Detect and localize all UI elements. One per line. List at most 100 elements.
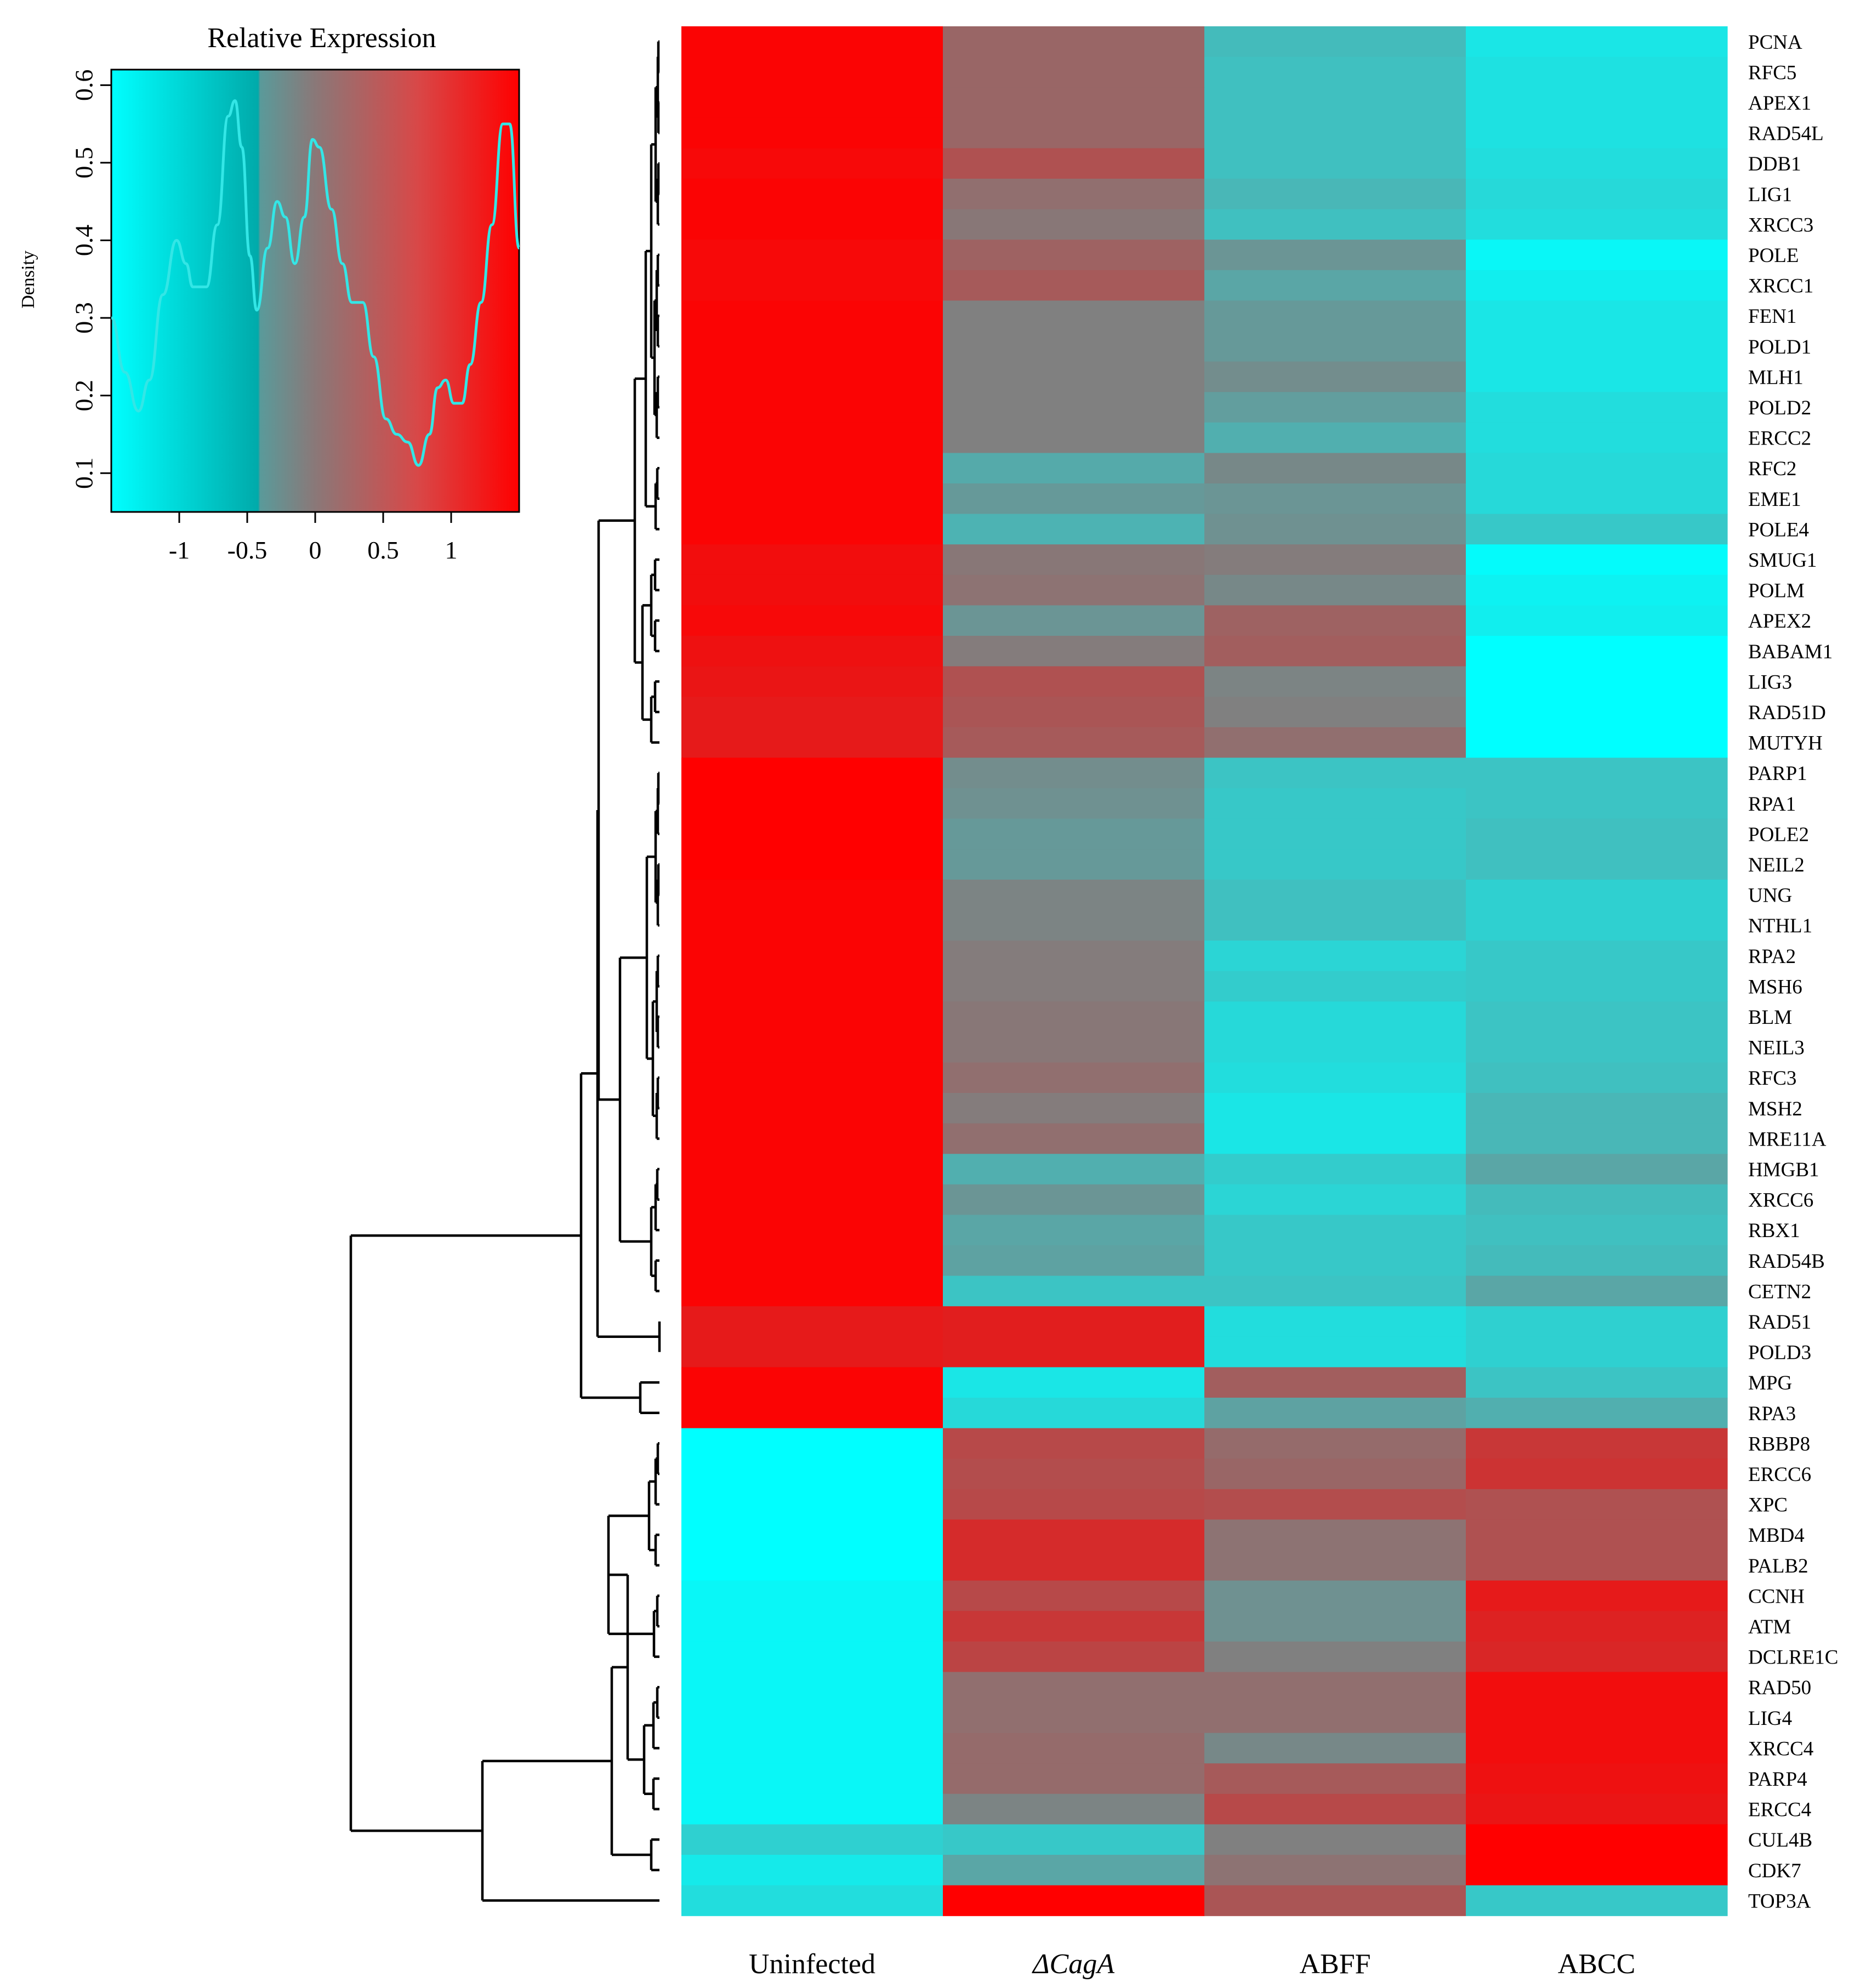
- row-label-xrcc6: XRCC6: [1748, 1189, 1813, 1212]
- row-label-pold3: POLD3: [1748, 1342, 1811, 1364]
- heatmap-cell-apex2-3: [1466, 605, 1728, 636]
- row-label-hmgb1: HMGB1: [1748, 1159, 1819, 1181]
- heatmap-cell-blm-3: [1466, 1001, 1728, 1033]
- row-label-lig3: LIG3: [1748, 671, 1792, 693]
- heatmap-cell-cetn2-3: [1466, 1275, 1728, 1307]
- heatmap-cell-ung-0: [681, 879, 943, 910]
- heatmap-cell-apex2-1: [943, 605, 1205, 636]
- heatmap-cell-ddb1-1: [943, 148, 1205, 179]
- row-label-ercc4: ERCC4: [1748, 1799, 1811, 1821]
- heatmap-cell-pold1-3: [1466, 331, 1728, 362]
- heatmap-cell-ung-3: [1466, 879, 1728, 910]
- heatmap-cell-palb2-2: [1204, 1550, 1466, 1581]
- heatmap-cell-xrcc4-1: [943, 1733, 1205, 1764]
- heatmap-cell-eme1-0: [681, 483, 943, 515]
- heatmap-cell-rbx1-0: [681, 1215, 943, 1246]
- heatmap-cell-xrcc1-1: [943, 270, 1205, 301]
- heatmap-cell-neil3-0: [681, 1032, 943, 1063]
- row-label-rbbp8: RBBP8: [1748, 1433, 1810, 1455]
- heatmap-cell-blm-1: [943, 1001, 1205, 1033]
- heatmap-cell-pold2-2: [1204, 392, 1466, 423]
- heatmap-cell-mre11a-0: [681, 1123, 943, 1154]
- heatmap-cell-xrcc4-2: [1204, 1733, 1466, 1764]
- row-label-pole4: POLE4: [1748, 519, 1809, 541]
- row-labels: PCNA RFC5 APEX1 RAD54L DDB1 LIG1 XRCC3 POLE XRCC…: [1748, 31, 1838, 1913]
- heatmap-cell-rfc2-2: [1204, 453, 1466, 484]
- row-label-atm: ATM: [1748, 1616, 1791, 1638]
- heatmap-cell-lig1-2: [1204, 179, 1466, 210]
- heatmap-cell-atm-3: [1466, 1611, 1728, 1642]
- row-label-fen1: FEN1: [1748, 305, 1796, 328]
- heatmap-cell-mpg-3: [1466, 1367, 1728, 1398]
- heatmap-cell-rfc3-1: [943, 1062, 1205, 1093]
- heatmap-cell-mutyh-3: [1466, 727, 1728, 758]
- heatmap-cells: [681, 26, 1728, 1916]
- heatmap-cell-ercc4-3: [1466, 1793, 1728, 1825]
- heatmap-cell-msh6-1: [943, 971, 1205, 1002]
- heatmap-cell-rfc5-3: [1466, 56, 1728, 88]
- heatmap-cell-mlh1-3: [1466, 361, 1728, 392]
- heatmap-cell-neil2-1: [943, 849, 1205, 880]
- heatmap-cell-pole4-2: [1204, 514, 1466, 545]
- heatmap-cell-mlh1-1: [943, 361, 1205, 392]
- heatmap-cell-rbx1-2: [1204, 1215, 1466, 1246]
- heatmap-cell-xrcc3-2: [1204, 209, 1466, 240]
- row-label-xrcc1: XRCC1: [1748, 275, 1813, 298]
- color-key-x-tick-label-4: 1: [445, 536, 458, 564]
- heatmap-cell-ccnh-1: [943, 1580, 1205, 1611]
- heatmap-cell-xrcc1-3: [1466, 270, 1728, 301]
- row-label-top3a: TOP3A: [1748, 1890, 1811, 1912]
- heatmap-cell-pole-3: [1466, 240, 1728, 271]
- heatmap-cell-hmgb1-0: [681, 1154, 943, 1185]
- heatmap-cell-mbd4-1: [943, 1519, 1205, 1551]
- row-label-pold1: POLD1: [1748, 336, 1811, 358]
- heatmap-cell-eme1-2: [1204, 483, 1466, 515]
- row-label-msh6: MSH6: [1748, 976, 1802, 998]
- heatmap-cell-xrcc4-0: [681, 1733, 943, 1764]
- heatmap-cell-ercc6-2: [1204, 1459, 1466, 1490]
- heatmap-cell-rad54l-0: [681, 117, 943, 149]
- heatmap-cell-mbd4-2: [1204, 1519, 1466, 1551]
- heatmap-cell-msh2-3: [1466, 1093, 1728, 1124]
- heatmap-cell-rad51d-1: [943, 697, 1205, 728]
- heatmap-cell-neil3-2: [1204, 1032, 1466, 1063]
- color-key-y-tick-label-3: 0.4: [70, 225, 98, 257]
- row-label-mbd4: MBD4: [1748, 1524, 1805, 1547]
- heatmap-cell-neil2-0: [681, 849, 943, 880]
- row-label-mre11a: MRE11A: [1748, 1128, 1827, 1150]
- heatmap-cell-cdk7-1: [943, 1855, 1205, 1886]
- row-label-rpa1: RPA1: [1748, 793, 1796, 816]
- heatmap-cell-rad51d-2: [1204, 697, 1466, 728]
- heatmap-cell-rpa2-3: [1466, 941, 1728, 972]
- heatmap-cell-cul4b-0: [681, 1824, 943, 1855]
- heatmap-cell-ercc4-2: [1204, 1793, 1466, 1825]
- heatmap-cell-rpa1-2: [1204, 788, 1466, 819]
- heatmap-cell-msh2-2: [1204, 1093, 1466, 1124]
- heatmap-cell-ercc6-0: [681, 1459, 943, 1490]
- heatmap-cell-top3a-1: [943, 1885, 1205, 1916]
- heatmap-cell-parp4-0: [681, 1763, 943, 1795]
- color-key-y-tick-label-5: 0.6: [70, 70, 98, 101]
- heatmap-cell-ddb1-3: [1466, 148, 1728, 179]
- heatmap-cell-rad50-1: [943, 1672, 1205, 1703]
- heatmap-cell-top3a-0: [681, 1885, 943, 1916]
- heatmap-cell-babam1-1: [943, 636, 1205, 667]
- heatmap-cell-rbx1-1: [943, 1215, 1205, 1246]
- heatmap-cell-pold2-0: [681, 392, 943, 423]
- heatmap-cell-pole2-3: [1466, 818, 1728, 850]
- heatmap-cell-apex1-3: [1466, 87, 1728, 118]
- heatmap-cell-polm-2: [1204, 574, 1466, 606]
- heatmap-cell-hmgb1-2: [1204, 1154, 1466, 1185]
- heatmap-cell-xrcc3-1: [943, 209, 1205, 240]
- heatmap-cell-rfc3-3: [1466, 1062, 1728, 1093]
- heatmap-cell-pole-2: [1204, 240, 1466, 271]
- heatmap-cell-xrcc6-1: [943, 1184, 1205, 1215]
- row-label-mlh1: MLH1: [1748, 366, 1804, 389]
- heatmap-cell-blm-0: [681, 1001, 943, 1033]
- heatmap-cell-rad51d-0: [681, 697, 943, 728]
- heatmap-cell-rpa2-2: [1204, 941, 1466, 972]
- heatmap-cell-rpa1-3: [1466, 788, 1728, 819]
- heatmap-cell-cul4b-1: [943, 1824, 1205, 1855]
- heatmap-cell-rad50-0: [681, 1672, 943, 1703]
- heatmap-cell-ccnh-0: [681, 1580, 943, 1611]
